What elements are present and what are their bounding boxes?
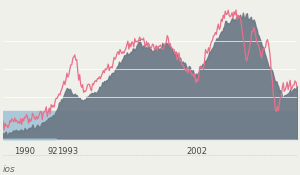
Text: ios: ios (3, 165, 16, 174)
